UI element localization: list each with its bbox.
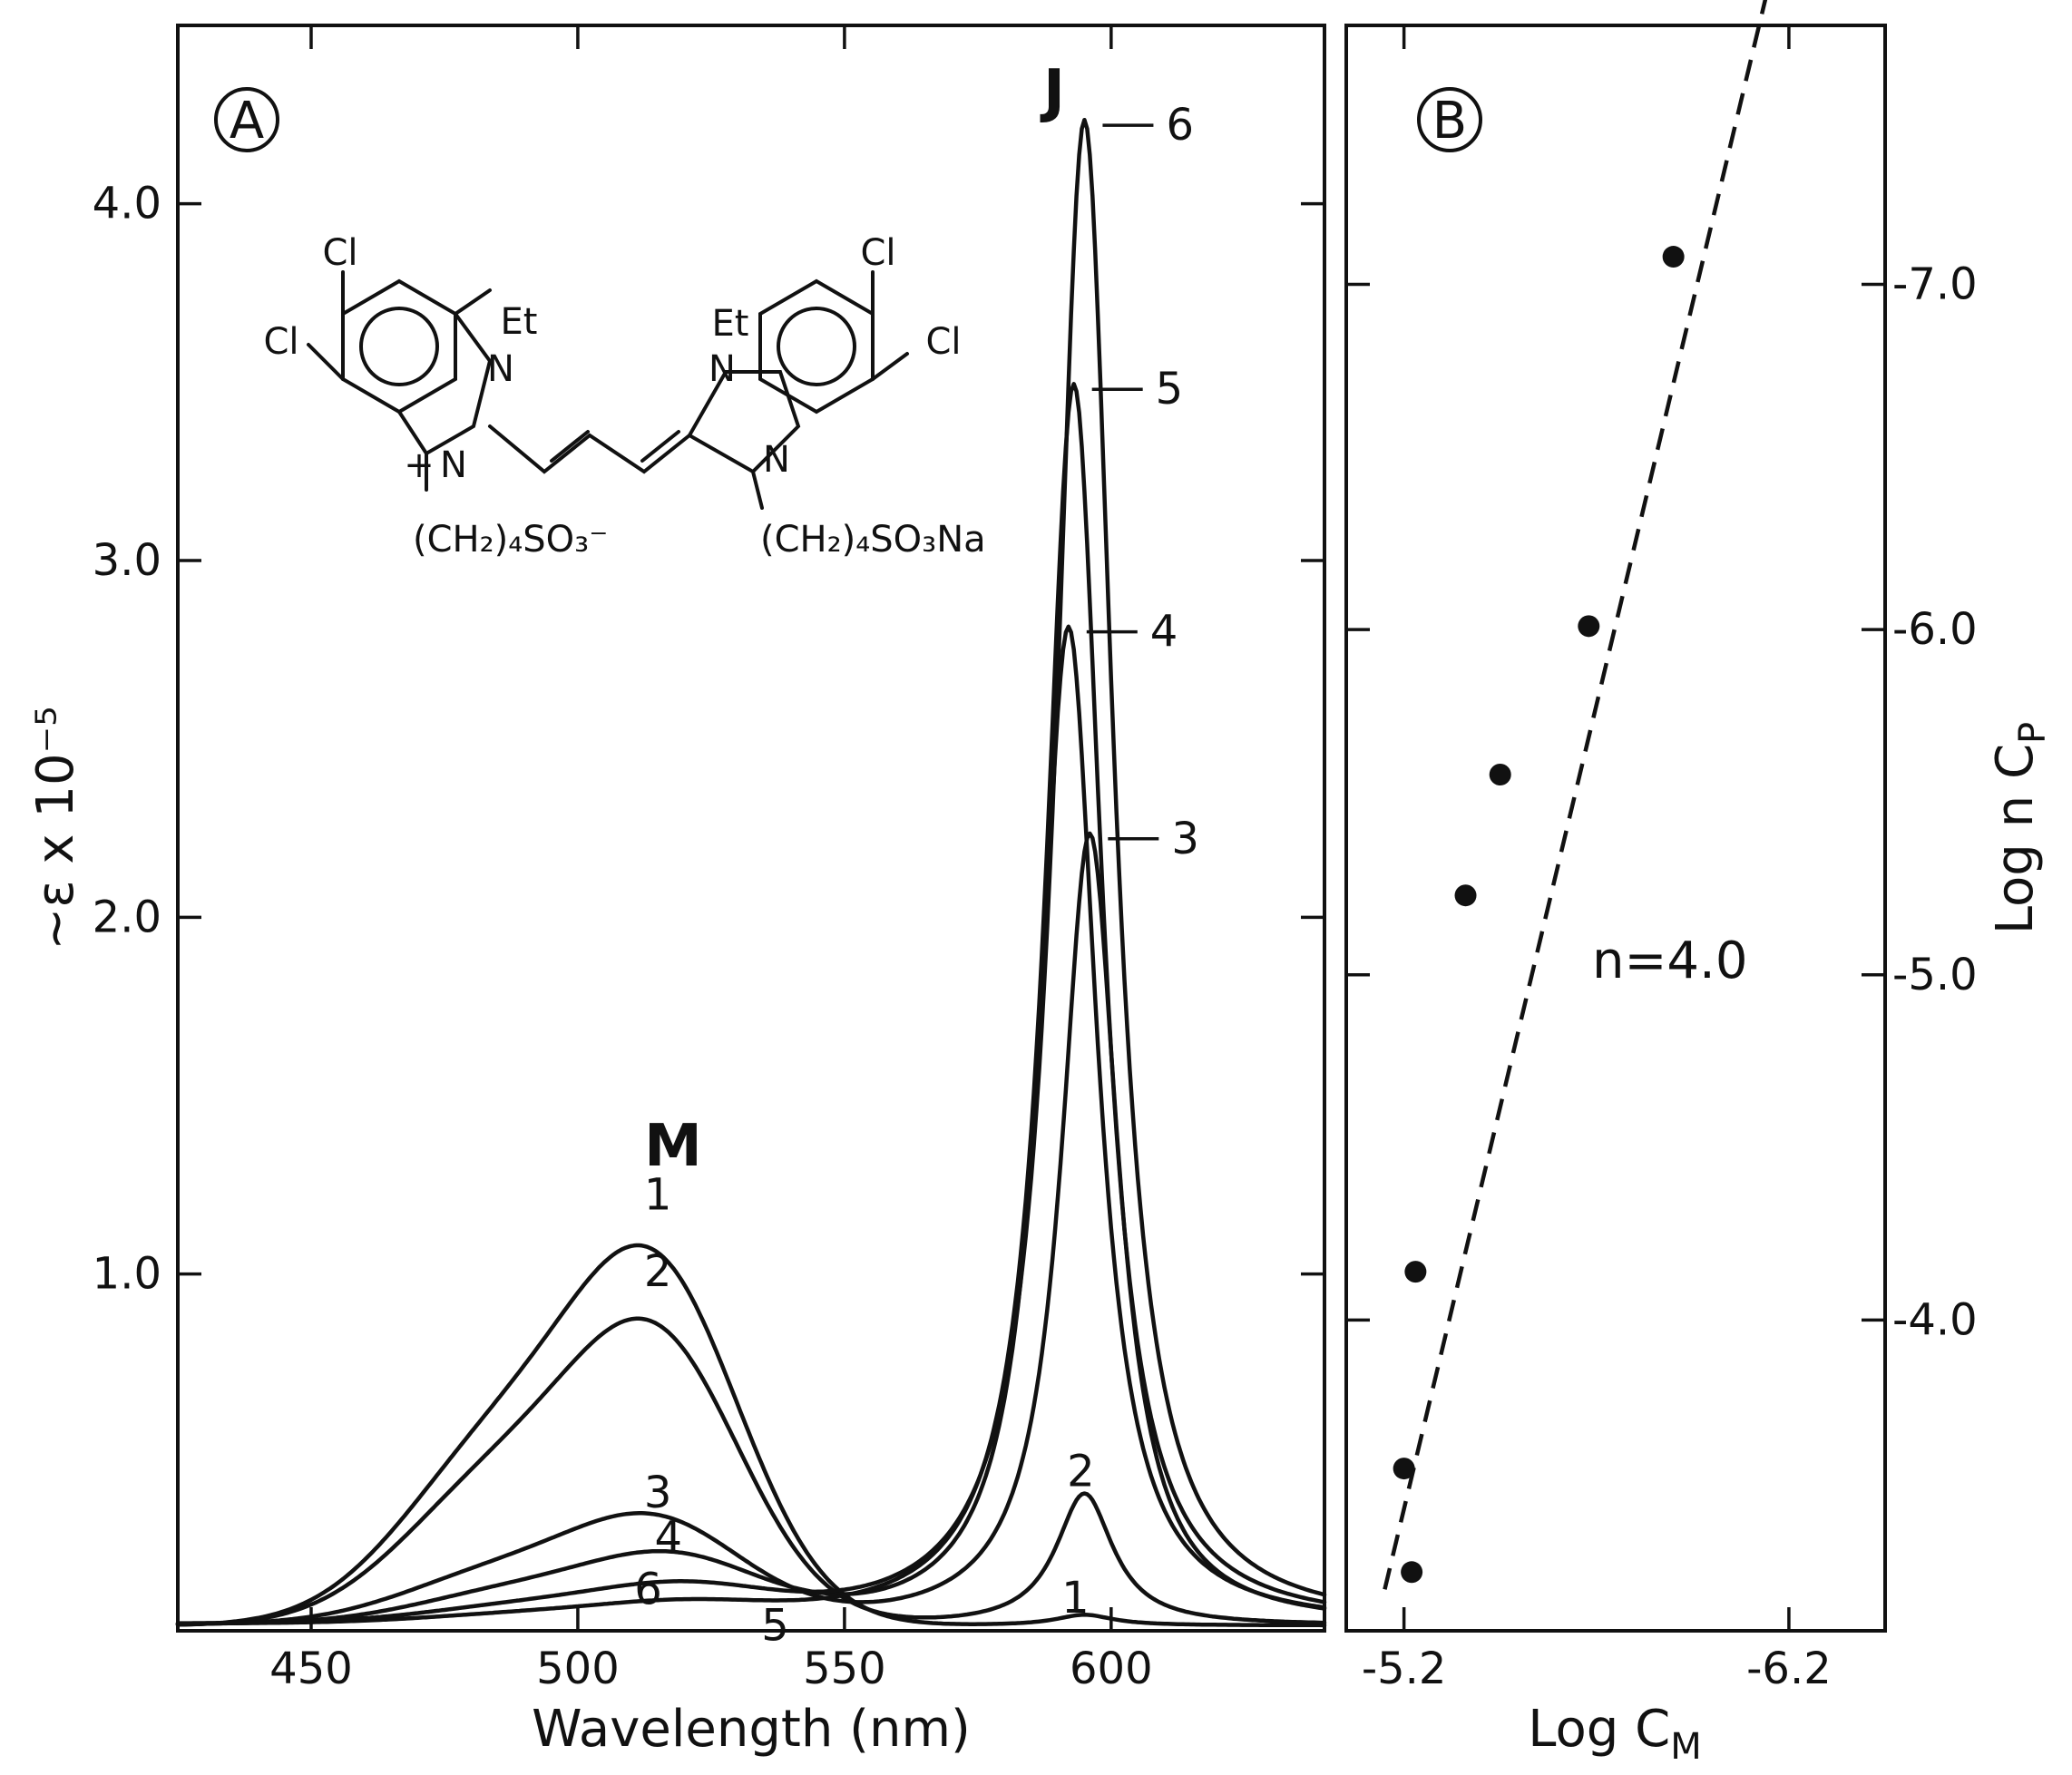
nitrogen-label: N [440,444,467,486]
spectrum-curve-4 [175,624,1327,1626]
x-tick-label: 450 [269,1643,353,1694]
curve-label-jband: 5 [1156,364,1184,414]
curve-label-monomer: 2 [644,1246,672,1297]
y-tick-label: 3.0 [93,535,161,586]
y-tick-label: -5.0 [1892,950,1978,1000]
curve-label-jband: 3 [1171,814,1199,864]
curve-label-jband: 4 [1150,607,1178,658]
double-bond [550,430,590,463]
data-point [1393,1458,1415,1480]
cl-label: Cl [263,321,298,363]
ethyl-label: Et [712,303,749,345]
x-tick-label: -6.2 [1746,1643,1832,1694]
x-tick-label: 550 [803,1643,886,1694]
panel-b-y-axis-label: Log n CP [1986,722,2054,934]
nitrogen-label: N [487,348,514,390]
panel-b-x-axis-label: Log CM [1528,1700,1701,1768]
curve-label-jband: 6 [1166,100,1194,151]
left-sulfonate-chain: (CH₂)₄SO₃⁻ [413,519,608,561]
bond [871,352,909,381]
nitrogen-label: N [763,439,790,481]
panel-a-ticks: 450 500 550 600 1.0 2.0 3.0 4.0 [93,25,1324,1694]
curve-label-jband: 1 [1061,1573,1090,1624]
fit-line [1383,0,1768,1590]
cl-label: Cl [322,232,357,274]
y-tick-label: 4.0 [93,179,161,229]
spectrum-curve-6 [175,117,1327,1625]
curve-label-monomer: 5 [761,1600,789,1651]
ethyl-label: Et [501,301,538,343]
plus-charge: + [404,444,435,486]
bond [751,470,764,510]
curve-label-jband: 2 [1067,1446,1095,1497]
cl-label: Cl [925,321,961,363]
panel-b-points [1393,246,1685,1584]
bond [307,343,345,381]
data-point [1454,884,1477,907]
panel-b: -5.2 -6.2-4.0-5.0-6.0-7.0 B n=4.0 Log CM … [1344,0,2054,1768]
bond [454,288,492,316]
monomer-band-label: M [644,1113,702,1180]
data-point [1578,615,1600,638]
slope-annotation: n=4.0 [1592,931,1747,990]
double-bond [640,430,680,463]
x-tick-label: 600 [1070,1643,1153,1694]
panel-a-curves [175,117,1327,1628]
spectrum-curve-3 [175,831,1327,1626]
curve-label-monomer: 6 [634,1565,662,1615]
chemical-structure: Cl Cl Et N N + (CH₂)₄SO₃⁻ Cl Cl Et N N (… [263,232,985,561]
panel-a-y-axis-label: ~ε x 10⁻⁵ [26,706,85,950]
x-tick-label: -5.2 [1362,1643,1447,1694]
panel-a-label: A [230,92,264,151]
panel-b-label: B [1432,92,1467,151]
y-tick-label: -4.0 [1892,1294,1978,1345]
y-tick-label: -6.0 [1892,604,1978,655]
panel-a: 450 500 550 600 1.0 2.0 3.0 4.0 A Wavelength (n… [26,24,1327,1759]
panel-a-label-circle [214,87,279,152]
panel-a-x-axis-label: Wavelength (nm) [532,1700,971,1759]
j-band-label: J [1040,58,1065,125]
data-point [1489,764,1511,785]
data-point [1401,1561,1423,1584]
curve-label-monomer: 3 [644,1468,672,1518]
spectrum-curve-1 [175,1243,1327,1628]
left-imidazole [397,312,493,456]
panel-b-ticks: -5.2 -6.2 -4.0 -5.0 -6.0 -7.0 [1346,25,1978,1694]
panel-b-label-circle [1417,87,1482,152]
curve-label-monomer: 1 [644,1170,672,1221]
panel-a-frame [176,24,1326,1633]
spectrum-curve-5 [175,382,1327,1626]
x-tick-label: 500 [536,1643,620,1694]
left-aromatic-circle [359,307,439,386]
y-tick-label: -7.0 [1892,258,1978,309]
right-sulfonate-chain: (CH₂)₄SO₃Na [760,519,986,561]
curve-label-monomer: 4 [654,1512,682,1563]
cl-label: Cl [860,232,895,274]
spectrum-curve-2 [175,1316,1327,1627]
nitrogen-label: N [709,348,736,390]
y-tick-label: 2.0 [93,892,161,942]
y-tick-label: 1.0 [93,1249,161,1300]
data-point [1404,1261,1427,1283]
polymethine-chain [488,424,691,474]
right-aromatic-circle [777,307,856,386]
right-imidazole [688,370,801,474]
panel-b-frame [1344,24,1887,1633]
data-point [1662,246,1685,268]
